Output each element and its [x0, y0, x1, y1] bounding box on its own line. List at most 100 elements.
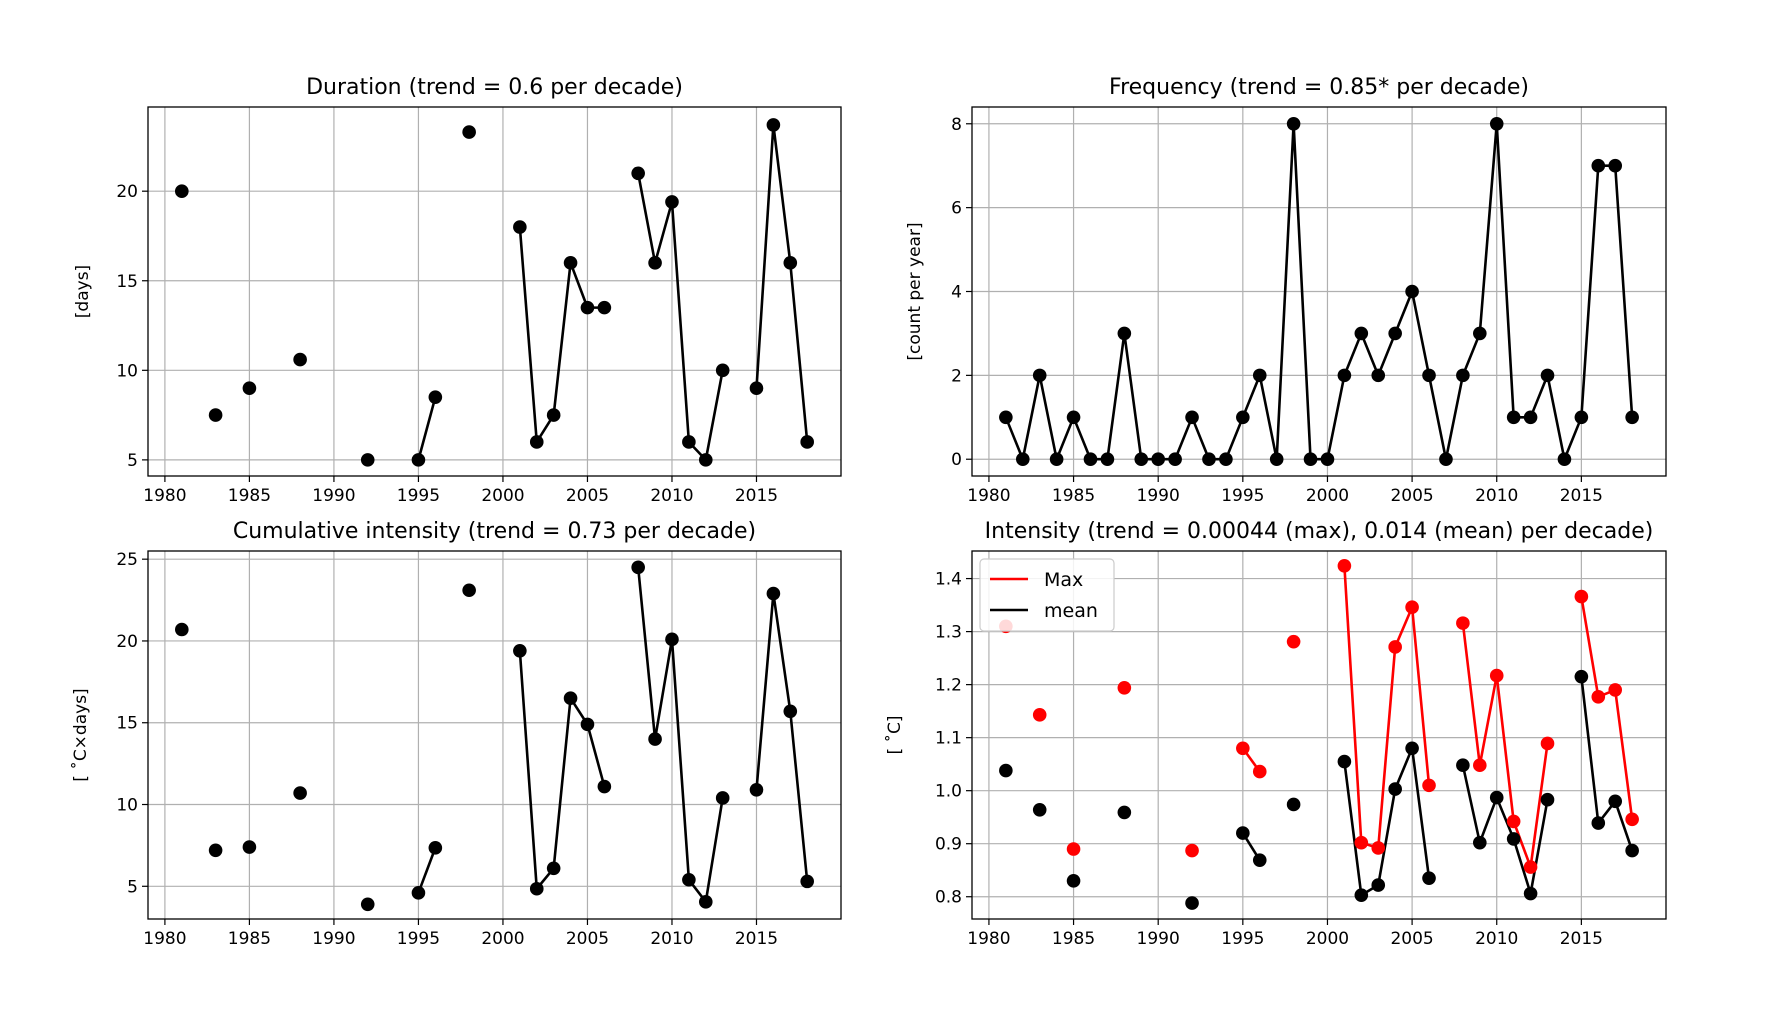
data-point [1337, 368, 1352, 383]
y-tick-label: 20 [116, 632, 138, 652]
data-point [1354, 835, 1369, 850]
x-tick-label: 2015 [1560, 486, 1603, 506]
data-point [999, 763, 1013, 778]
x-tick-label: 1985 [1052, 929, 1095, 949]
data-point [1574, 589, 1589, 604]
data-point [546, 408, 561, 422]
y-tick-label: 5 [127, 451, 138, 471]
axes-frame [147, 106, 842, 477]
y-tick-label: 25 [116, 550, 138, 570]
x-tick-label: 2000 [1306, 929, 1349, 949]
data-point [513, 643, 527, 658]
data-point [766, 118, 781, 132]
data-point [1608, 158, 1623, 173]
data-point [1066, 410, 1081, 425]
x-tick-label: 2010 [1475, 486, 1518, 506]
data-point [1371, 878, 1386, 892]
data-point [462, 583, 476, 598]
data-point [1540, 792, 1555, 807]
data-point [1625, 812, 1639, 827]
data-point [293, 786, 307, 800]
data-point [563, 691, 578, 705]
data-point [1388, 782, 1402, 796]
data-point [1236, 826, 1250, 840]
x-tick-label: 2000 [481, 929, 524, 949]
x-tick-label: 1995 [1221, 929, 1264, 949]
data-point [1185, 896, 1199, 910]
data-point [1032, 708, 1047, 722]
data-point [1574, 669, 1589, 684]
y-tick-label: 4 [951, 283, 962, 303]
data-point [1286, 116, 1301, 131]
data-point [428, 390, 443, 404]
data-point [175, 184, 189, 198]
data-point [1506, 814, 1521, 829]
data-point [1422, 871, 1436, 885]
data-point [715, 363, 730, 378]
data-point [1523, 860, 1538, 874]
x-tick-label: 2010 [650, 929, 693, 949]
data-point [1337, 754, 1352, 769]
x-tick-label: 2010 [650, 486, 693, 506]
x-tick-label: 1980 [967, 929, 1010, 949]
data-point [597, 300, 612, 315]
x-tick-label: 1985 [228, 929, 271, 949]
data-point [1456, 368, 1470, 383]
data-point [783, 256, 798, 270]
data-point [1591, 816, 1606, 830]
x-tick-label: 2000 [481, 486, 524, 506]
y-axis-label: [ ˚C×days] [70, 688, 91, 781]
y-tick-label: 10 [116, 361, 138, 381]
data-point [1032, 368, 1047, 383]
data-point [411, 886, 426, 900]
data-point [1269, 452, 1284, 467]
y-tick-label: 1.2 [935, 676, 962, 696]
data-point [1117, 805, 1132, 820]
y-tick-label: 6 [951, 199, 962, 219]
data-point [783, 704, 798, 719]
data-point [1320, 452, 1335, 467]
data-point [1303, 452, 1318, 467]
data-point [1015, 452, 1030, 467]
data-point [360, 897, 375, 912]
data-point [800, 435, 814, 449]
data-point [175, 622, 189, 637]
data-point [360, 453, 375, 467]
y-tick-label: 10 [116, 796, 138, 816]
data-point [1371, 841, 1386, 855]
y-tick-label: 15 [116, 272, 138, 292]
data-point [1557, 452, 1572, 467]
x-tick-label: 1985 [1052, 486, 1095, 506]
x-tick-label: 1985 [228, 486, 271, 506]
data-point [1506, 832, 1521, 846]
data-point [1066, 874, 1081, 888]
y-tick-label: 20 [116, 182, 138, 202]
y-tick-label: 15 [116, 714, 138, 734]
data-point [1185, 410, 1199, 425]
data-point [1388, 326, 1402, 341]
chart-title: Cumulative intensity (trend = 0.73 per d… [233, 519, 756, 544]
x-tick-label: 2010 [1475, 929, 1518, 949]
x-tick-label: 1980 [143, 486, 186, 506]
legend-label: Max [1044, 569, 1083, 591]
x-tick-label: 2000 [1306, 486, 1349, 506]
x-tick-label: 2005 [566, 486, 609, 506]
x-tick-label: 1995 [397, 486, 440, 506]
data-point [546, 861, 561, 876]
series-line-segment [636, 567, 724, 904]
data-point [1405, 600, 1419, 615]
data-point [1219, 452, 1233, 467]
series-line-segment [1461, 764, 1549, 895]
data-point [208, 408, 223, 422]
legend-label: mean [1044, 600, 1098, 622]
data-point [1066, 842, 1081, 856]
series-line-segment [518, 650, 606, 891]
data-point [1422, 778, 1436, 793]
chart-title: Intensity (trend = 0.00044 (max), 0.014 … [985, 519, 1654, 544]
data-point [1168, 452, 1182, 467]
y-tick-label: 1.3 [935, 623, 962, 643]
data-point [1032, 802, 1047, 817]
data-point [999, 410, 1013, 425]
y-tick-label: 0 [951, 450, 962, 470]
data-point [293, 352, 307, 367]
